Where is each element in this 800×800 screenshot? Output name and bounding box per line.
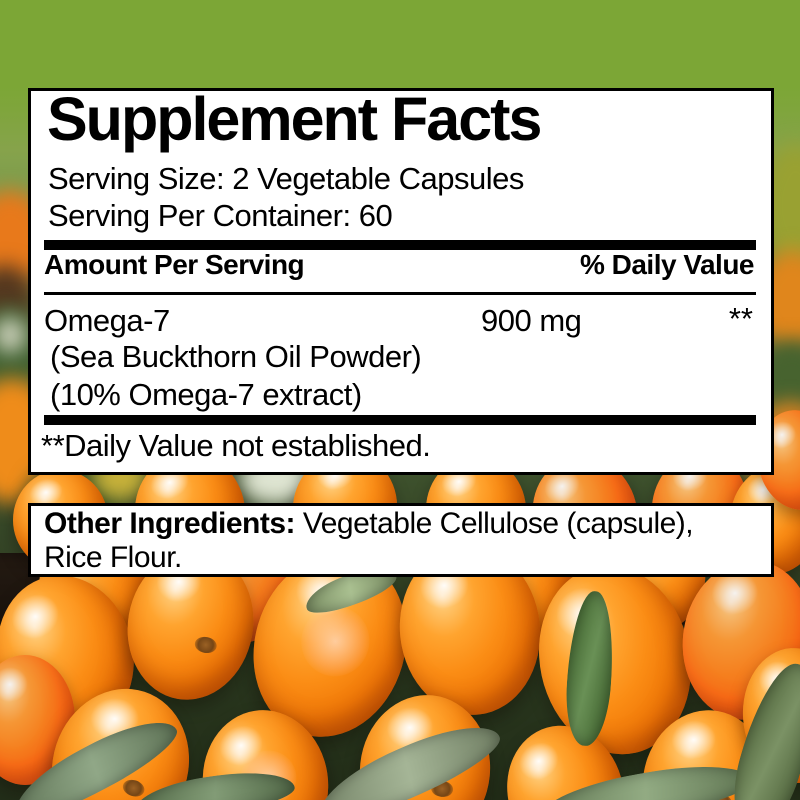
nutrient-name: Omega-7 (44, 303, 170, 338)
panel-title: Supplement Facts (47, 85, 542, 153)
other-ingredients-value: Vegetable Cellulose (capsule), Rice Flou… (44, 507, 694, 574)
other-ingredients-text: Other Ingredients: Vegetable Cellulose (… (44, 507, 757, 575)
thin-divider-rule (44, 292, 756, 295)
berry-blossom-end (119, 776, 146, 799)
thick-divider-bar (44, 415, 756, 425)
column-header-daily-value: % Daily Value (579, 249, 755, 280)
nutrient-detail: (10% Omega-7 extract) (50, 377, 362, 412)
daily-value-footnote: **Daily Value not established. (41, 428, 431, 463)
serving-size-text: Serving Size: 2 Vegetable Capsules (48, 161, 524, 196)
other-ingredients-label: Other Ingredients: (44, 507, 296, 540)
berry-highlight (0, 661, 33, 707)
berry-highlight (668, 716, 719, 762)
berry-highlight (510, 734, 566, 788)
nutrient-detail: (Sea Buckthorn Oil Powder) (50, 339, 422, 374)
supplement-facts-panel: Supplement Facts Serving Size: 2 Vegetab… (28, 88, 774, 475)
servings-per-container-text: Serving Per Container: 60 (48, 198, 393, 233)
thick-divider-bar (44, 240, 756, 250)
nutrient-amount: 900 mg (481, 303, 582, 338)
column-header-amount: Amount Per Serving (44, 249, 305, 280)
other-ingredients-panel: Other Ingredients: Vegetable Cellulose (… (28, 503, 774, 577)
berry-blossom-end (193, 635, 218, 655)
nutrient-daily-value: ** (728, 301, 753, 336)
photo-blob (0, 317, 26, 353)
